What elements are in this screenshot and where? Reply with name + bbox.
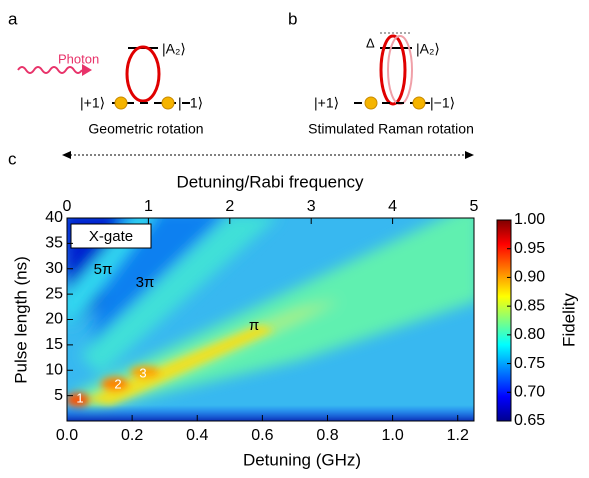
- delta-label: Δ: [366, 35, 375, 50]
- state-label: |−1⟩: [430, 95, 455, 111]
- raman-loop: [379, 34, 407, 106]
- spin-state: [114, 96, 128, 110]
- x2-tick-label: 1: [144, 198, 153, 215]
- x-tick-label: 1.2: [447, 427, 469, 444]
- y-tick-label: 35: [45, 235, 63, 252]
- colorbar-tick-label: 0.65: [514, 412, 545, 429]
- state-label: |A₂⟩: [416, 41, 440, 57]
- annotation-box: [70, 223, 152, 249]
- photon-label: Photon: [58, 51, 99, 66]
- colorbar-tick-label: 1.00: [514, 211, 545, 228]
- annotation: 2: [114, 376, 121, 391]
- x-tick-label: 0.6: [251, 427, 273, 444]
- annotation: 5π: [94, 261, 113, 278]
- state-label: |A₂⟩: [162, 41, 186, 57]
- y-tick-label: 20: [45, 311, 63, 328]
- state-label: |+1⟩: [314, 95, 339, 111]
- y-tick-label: 40: [45, 209, 63, 226]
- colorbar-tick-label: 0.75: [514, 355, 545, 372]
- annotation: π: [249, 317, 259, 334]
- state-label: |−1⟩: [178, 95, 203, 111]
- x-tick-label: 0.4: [186, 427, 208, 444]
- caption: Geometric rotation: [88, 121, 203, 137]
- x2-axis-label: Detuning/Rabi frequency: [176, 172, 364, 191]
- y-axis-label: Pulse length (ns): [11, 256, 30, 384]
- x-tick-label: 0.0: [56, 427, 78, 444]
- colorbar-tick-label: 0.95: [514, 240, 545, 257]
- colorbar-label: Fidelity: [559, 293, 578, 347]
- spin-state: [412, 96, 426, 110]
- x-tick-label: 0.2: [121, 427, 143, 444]
- x2-tick-label: 4: [388, 198, 397, 215]
- x2-tick-label: 5: [470, 198, 479, 215]
- colorbar-tick-label: 0.70: [514, 384, 545, 401]
- spin-state: [161, 96, 175, 110]
- rotation-loop: [125, 45, 161, 103]
- spin-state: [364, 96, 378, 110]
- annotation: X-gate: [89, 228, 133, 245]
- annotation: 3π: [136, 274, 155, 291]
- x-tick-label: 0.8: [316, 427, 338, 444]
- y-tick-label: 5: [54, 387, 63, 404]
- colorbar: [496, 219, 512, 422]
- y-tick-label: 25: [45, 285, 63, 302]
- x2-tick-label: 2: [225, 198, 234, 215]
- y-tick-label: 15: [45, 336, 63, 353]
- colorbar-tick-label: 0.80: [514, 326, 545, 343]
- state-label: |+1⟩: [80, 95, 105, 111]
- arrow-head: [82, 64, 92, 76]
- annotation: 3: [139, 365, 146, 380]
- panel-label: c: [8, 149, 17, 168]
- x-tick-label: 1.0: [381, 427, 403, 444]
- caption: Stimulated Raman rotation: [308, 121, 474, 137]
- photon-wave: [17, 66, 83, 74]
- colorbar-tick-label: 0.85: [514, 297, 545, 314]
- y-tick-label: 10: [45, 361, 63, 378]
- x2-tick-label: 0: [63, 198, 72, 215]
- annotation: 1: [76, 390, 83, 405]
- panel-label: b: [288, 9, 297, 28]
- panel-label: a: [8, 9, 18, 28]
- x2-tick-label: 3: [307, 198, 316, 215]
- x-axis-label: Detuning (GHz): [243, 450, 361, 469]
- colorbar-tick-label: 0.90: [514, 269, 545, 286]
- y-tick-label: 30: [45, 260, 63, 277]
